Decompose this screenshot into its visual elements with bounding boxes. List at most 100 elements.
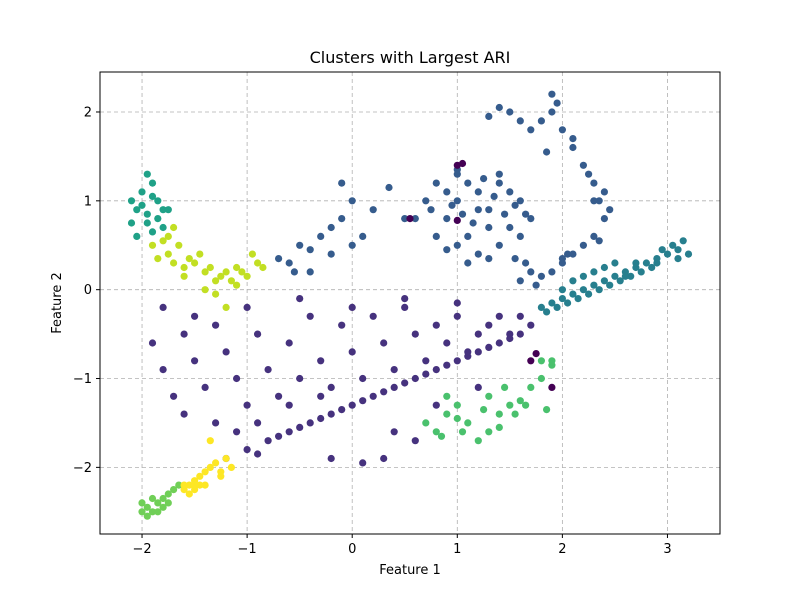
data-point [401, 303, 409, 311]
data-point [595, 286, 603, 294]
data-point [422, 197, 430, 205]
x-tick-label: −1 [238, 542, 257, 557]
data-point [401, 379, 409, 387]
data-point [327, 454, 335, 463]
data-point [285, 339, 293, 347]
data-point [348, 348, 356, 356]
data-point [191, 259, 199, 267]
data-point [148, 228, 157, 236]
data-point [212, 277, 220, 285]
data-point [480, 406, 488, 414]
data-point [159, 223, 167, 232]
data-point [127, 219, 136, 227]
data-point [495, 423, 503, 431]
data-point [422, 370, 430, 378]
data-point [254, 259, 262, 267]
data-point [495, 312, 503, 320]
data-point [233, 263, 241, 272]
data-point [511, 410, 519, 418]
data-point [148, 508, 157, 516]
data-point [674, 255, 682, 263]
data-point [254, 330, 262, 338]
data-point [327, 410, 335, 418]
data-point [170, 259, 178, 267]
data-point [148, 241, 157, 249]
data-point [427, 206, 435, 214]
data-point [185, 255, 193, 263]
data-point [432, 401, 440, 409]
data-point [669, 241, 677, 249]
data-point [527, 321, 535, 329]
data-point [532, 281, 540, 289]
data-point [411, 215, 419, 223]
data-point [206, 463, 214, 471]
data-point [348, 303, 356, 311]
data-point [380, 388, 388, 396]
data-point [485, 206, 493, 214]
data-point [453, 241, 461, 249]
data-point [527, 357, 535, 365]
data-point [527, 383, 535, 391]
data-point [558, 295, 567, 303]
data-point [275, 392, 283, 400]
grid [100, 72, 720, 534]
data-point [159, 503, 167, 511]
axis-ticks: −2 −1 0 1 2 3 −2 −1 0 1 2 [73, 105, 672, 557]
data-point [490, 192, 498, 200]
data-point [264, 366, 272, 374]
data-point [595, 237, 603, 245]
data-point [658, 246, 666, 254]
data-point [143, 170, 151, 178]
x-tick-label: 2 [558, 542, 566, 557]
data-point [180, 481, 188, 489]
data-point [217, 272, 225, 280]
data-point [453, 299, 461, 307]
data-point [590, 268, 598, 276]
data-point [201, 383, 209, 391]
data-point [485, 321, 493, 329]
data-point [579, 272, 588, 280]
data-point [222, 268, 230, 276]
data-point [532, 350, 540, 358]
data-point [485, 343, 493, 351]
data-point [306, 246, 314, 254]
data-point [317, 232, 325, 240]
data-point [506, 334, 514, 343]
data-point [548, 383, 556, 391]
data-point [201, 268, 209, 276]
data-point [170, 392, 178, 400]
data-point [516, 397, 524, 405]
data-point [338, 321, 346, 329]
data-point [327, 223, 335, 232]
data-point [558, 255, 567, 263]
data-point [553, 303, 561, 311]
data-point [485, 428, 493, 436]
data-point [327, 250, 335, 258]
data-point [527, 215, 535, 223]
data-point [159, 206, 167, 214]
data-point [348, 401, 356, 409]
data-point [233, 428, 241, 436]
data-point [464, 352, 472, 360]
data-point [564, 250, 572, 258]
data-point [327, 383, 335, 391]
data-point [453, 357, 461, 365]
data-point [143, 210, 151, 218]
data-point [222, 303, 230, 311]
data-point [227, 277, 235, 285]
data-point [569, 135, 577, 143]
data-point [248, 250, 256, 258]
data-point [443, 339, 451, 347]
data-point [164, 232, 172, 240]
data-point [185, 490, 193, 498]
data-point [154, 508, 162, 516]
data-point [390, 366, 398, 374]
data-point [170, 223, 178, 232]
data-point [164, 250, 172, 258]
data-point [143, 219, 151, 227]
x-tick-label: 1 [453, 542, 461, 557]
data-point [543, 406, 551, 414]
data-point [359, 459, 367, 467]
data-point [495, 179, 503, 187]
data-point [154, 255, 162, 263]
